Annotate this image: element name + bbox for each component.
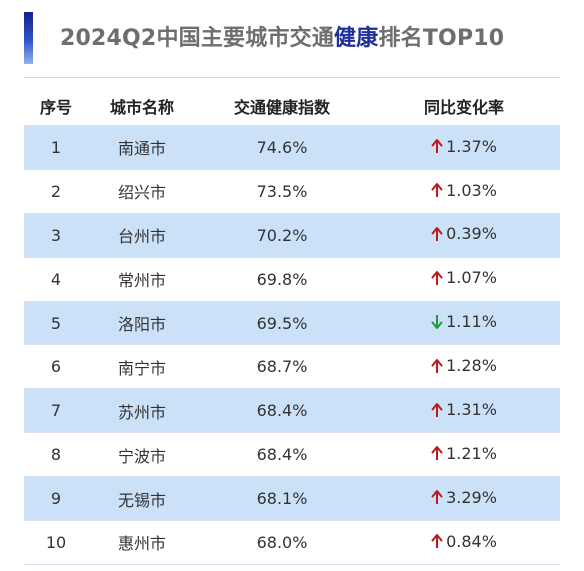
yoy-change-value: 1.28% [446, 356, 497, 376]
header-city: 城市名称 [109, 97, 174, 117]
table-row: 4 常州市 69.8% 1.07% [24, 257, 560, 302]
index-cell: 73.5% [256, 181, 308, 201]
page-header: 2024Q2中国主要城市交通健康排名TOP10 [0, 0, 584, 75]
yoy-change-wrap: 1.03% [431, 181, 497, 200]
table-row: 7 苏州市 68.4% 1.31% [24, 389, 560, 434]
yoy-change-wrap: 0.84% [431, 532, 497, 551]
city-cell: 南宁市 [117, 358, 166, 378]
ranking-table: 序号 城市名称 交通健康指数 同比变化率 1 南通市 74.6% 1.37% 2 绍兴市 7… [24, 86, 560, 565]
yoy-change-wrap: 1.11% [431, 312, 497, 331]
yoy-change-wrap: 3.29% [431, 488, 497, 507]
index-cell: 68.4% [256, 445, 308, 465]
city-cell: 绍兴市 [117, 183, 166, 203]
index-cell: 68.7% [256, 357, 308, 377]
rank-cell: 6 [50, 357, 62, 377]
yoy-change-cell: 0.39% [368, 224, 560, 246]
yoy-change-value: 1.37% [446, 136, 497, 156]
table-row: 10 惠州市 68.0% 0.84% [24, 521, 560, 565]
rank-cell: 7 [50, 401, 62, 421]
arrow-up-icon [431, 402, 443, 418]
arrow-up-icon [431, 358, 443, 374]
table-row: 5 洛阳市 69.5% 1.11% [24, 301, 560, 346]
arrow-up-icon [431, 270, 443, 286]
header-rank: 序号 [39, 97, 72, 117]
city-cell: 常州市 [117, 271, 166, 291]
yoy-change-cell: 1.28% [368, 356, 560, 378]
index-cell: 68.1% [256, 489, 308, 509]
arrow-up-icon [431, 489, 443, 505]
arrow-up-icon [431, 182, 443, 198]
yoy-change-wrap: 1.37% [431, 137, 497, 156]
yoy-change-wrap: 0.39% [431, 224, 497, 243]
arrow-up-icon [431, 226, 443, 242]
rank-cell: 3 [50, 225, 62, 245]
yoy-change-value: 1.03% [446, 180, 497, 200]
page-title: 2024Q2中国主要城市交通健康排名TOP10 [60, 20, 504, 52]
title-suffix: 排名TOP10 [378, 26, 505, 51]
title-divider [24, 77, 560, 78]
city-cell: 宁波市 [117, 446, 166, 466]
yoy-change-wrap: 1.21% [431, 444, 497, 463]
header-yoy-change: 同比变化率 [423, 97, 504, 117]
table-row: 9 无锡市 68.1% 3.29% [24, 477, 560, 522]
index-cell: 69.5% [256, 313, 308, 333]
table-row: 2 绍兴市 73.5% 1.03% [24, 169, 560, 214]
yoy-change-wrap: 1.31% [431, 400, 497, 419]
arrow-down-icon [431, 314, 443, 330]
yoy-change-wrap: 1.28% [431, 356, 497, 375]
index-cell: 74.6% [256, 137, 308, 157]
city-cell: 惠州市 [117, 534, 166, 554]
rank-cell: 4 [50, 269, 62, 289]
yoy-change-value: 1.21% [446, 443, 497, 463]
yoy-change-cell: 1.31% [368, 400, 560, 422]
rank-cell: 8 [50, 445, 62, 465]
yoy-change-cell: 1.07% [368, 268, 560, 290]
yoy-change-cell: 0.84% [368, 532, 560, 554]
yoy-change-value: 0.39% [446, 224, 497, 244]
table-row: 6 南宁市 68.7% 1.28% [24, 345, 560, 390]
arrow-up-icon [431, 533, 443, 549]
yoy-change-value: 1.07% [446, 268, 497, 288]
table-row: 3 台州市 70.2% 0.39% [24, 213, 560, 258]
title-prefix: 2024Q2中国主要城市交通 [60, 26, 335, 51]
index-cell: 68.4% [256, 401, 308, 421]
header-index: 交通健康指数 [233, 97, 330, 117]
rank-cell: 10 [45, 532, 67, 552]
yoy-change-cell: 1.11% [368, 312, 560, 334]
title-accent-bar [24, 12, 33, 64]
rank-cell: 5 [50, 313, 62, 333]
yoy-change-cell: 1.03% [368, 181, 560, 203]
table-row: 1 南通市 74.6% 1.37% [24, 126, 560, 170]
yoy-change-value: 0.84% [446, 531, 497, 551]
city-cell: 南通市 [117, 139, 166, 159]
index-cell: 68.0% [256, 532, 308, 552]
city-cell: 苏州市 [117, 402, 166, 422]
yoy-change-value: 1.11% [446, 312, 497, 332]
table-body: 1 南通市 74.6% 1.37% 2 绍兴市 73.5% 1.03% 3 台州市 70.2% 0.3… [24, 126, 560, 565]
arrow-up-icon [431, 445, 443, 461]
yoy-change-value: 1.31% [446, 400, 497, 420]
city-cell: 洛阳市 [117, 315, 166, 334]
arrow-up-icon [431, 138, 443, 154]
yoy-change-cell: 1.37% [368, 137, 560, 159]
yoy-change-wrap: 1.07% [431, 268, 497, 287]
city-cell: 台州市 [117, 227, 166, 247]
title-highlight: 健康 [334, 26, 379, 51]
index-cell: 69.8% [256, 269, 308, 289]
city-cell: 无锡市 [117, 490, 166, 510]
yoy-change-cell: 1.21% [368, 444, 560, 466]
yoy-change-cell: 3.29% [368, 488, 560, 510]
table-row: 8 宁波市 68.4% 1.21% [24, 433, 560, 478]
rank-cell: 9 [50, 489, 62, 509]
table-header-row: 序号 城市名称 交通健康指数 同比变化率 [24, 86, 560, 126]
index-cell: 70.2% [256, 225, 308, 245]
rank-cell: 2 [50, 181, 62, 201]
rank-cell: 1 [50, 137, 62, 157]
yoy-change-value: 3.29% [446, 487, 497, 507]
